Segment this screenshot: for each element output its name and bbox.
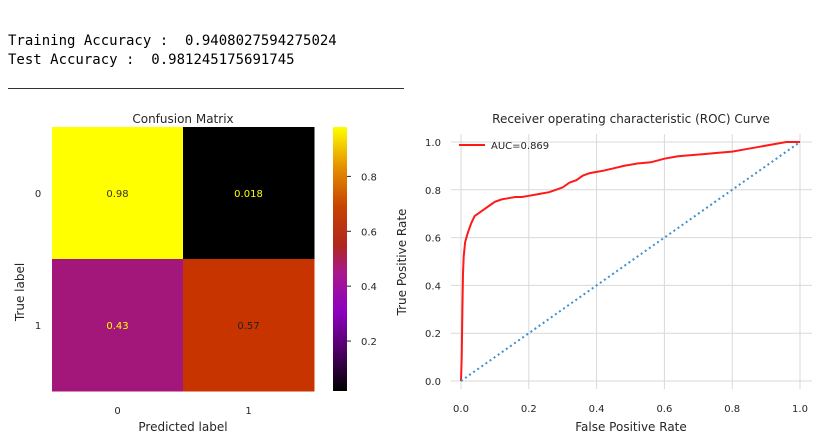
cm-x-tick-label: 0: [114, 406, 120, 417]
cm-cell-label: 0.98: [106, 189, 128, 200]
cm-y-tick-label: 0: [35, 189, 41, 200]
cm-cell-1-0: [52, 259, 184, 392]
console-output: Training Accuracy : 0.9408027594275024 Te…: [8, 32, 337, 70]
training-accuracy-value: 0.9408027594275024: [185, 33, 337, 49]
legend-label: AUC=0.869: [491, 141, 549, 152]
roc-x-tick-label: 0.8: [724, 404, 740, 415]
colorbar-tick-label: 0.2: [361, 337, 377, 348]
colorbar: [333, 127, 347, 391]
cm-x-tick-label: 1: [245, 406, 251, 417]
colorbar-tick-label: 0.4: [361, 282, 377, 293]
colorbar-tick-label: 0.6: [361, 227, 377, 238]
roc-x-tick-label: 1.0: [792, 404, 808, 415]
roc-title: Receiver operating characteristic (ROC) …: [492, 112, 770, 126]
cm-ylabel: True label: [13, 263, 27, 322]
training-accuracy-line: Training Accuracy : 0.9408027594275024: [8, 32, 337, 51]
test-accuracy-label: Test Accuracy :: [8, 52, 135, 68]
cm-cell-1-1: [183, 259, 315, 392]
roc-x-tick-label: 0.4: [589, 404, 605, 415]
test-accuracy-value: 0.981245175691745: [151, 52, 295, 68]
roc-curve-chart: Receiver operating characteristic (ROC) …: [395, 112, 812, 434]
cm-cell-label: 0.57: [237, 321, 259, 332]
chance-line: [460, 141, 801, 382]
cm-cell-0-1: [183, 127, 315, 260]
cm-xlabel: Predicted label: [138, 420, 227, 434]
roc-x-tick-label: 0.0: [453, 404, 469, 415]
cm-cell-label: 0.43: [106, 321, 128, 332]
test-accuracy-line: Test Accuracy : 0.981245175691745: [8, 51, 337, 70]
roc-ylabel: True Positive Rate: [395, 209, 409, 317]
roc-curve-line: [460, 141, 800, 382]
roc-y-tick-label: 0.2: [425, 329, 441, 340]
cm-y-tick-label: 1: [35, 321, 41, 332]
colorbar-tick-label: 0.8: [361, 172, 377, 183]
cm-cell-label: 0.018: [234, 189, 263, 200]
roc-y-tick-label: 1.0: [425, 138, 441, 149]
roc-xlabel: False Positive Rate: [575, 420, 687, 434]
cm-cell-0-0: [52, 127, 184, 260]
roc-y-tick-label: 0.6: [425, 234, 441, 245]
roc-y-tick-label: 0.0: [425, 377, 441, 388]
training-accuracy-label: Training Accuracy :: [8, 33, 169, 49]
separator-line: [8, 88, 404, 89]
roc-y-tick-label: 0.4: [425, 281, 441, 292]
roc-y-tick-label: 0.8: [425, 186, 441, 197]
cm-title: Confusion Matrix: [132, 112, 233, 126]
roc-x-tick-label: 0.2: [521, 404, 537, 415]
roc-x-tick-label: 0.6: [656, 404, 672, 415]
